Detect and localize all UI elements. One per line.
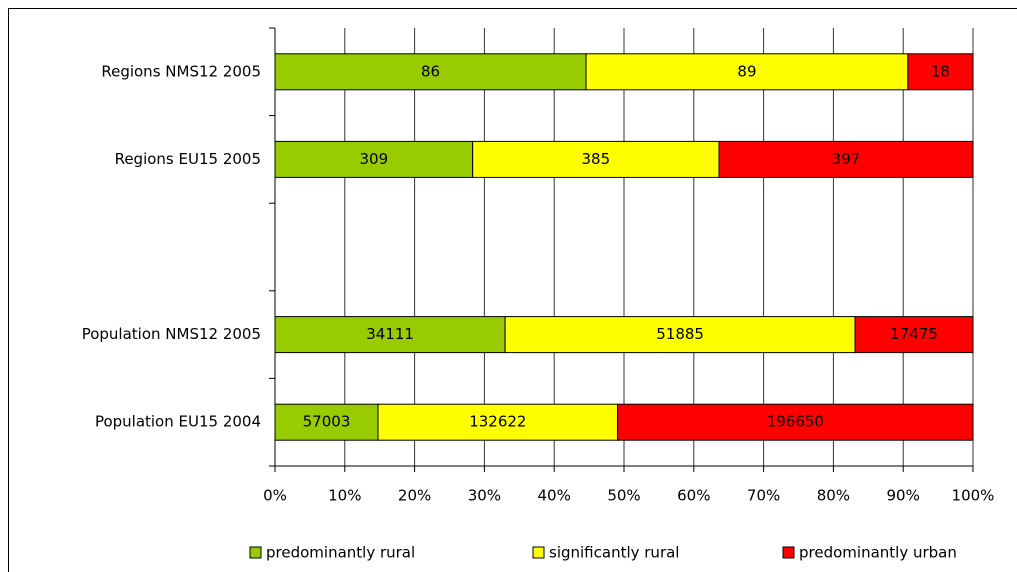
y-tick-label: Regions EU15 2005 bbox=[115, 150, 261, 168]
bar-segment bbox=[504, 316, 856, 354]
legend-swatch bbox=[249, 546, 262, 559]
x-tick-label: 90% bbox=[887, 487, 920, 505]
bar-segment bbox=[718, 140, 974, 178]
bar-segment bbox=[472, 140, 720, 178]
x-tick-label: 30% bbox=[468, 487, 501, 505]
x-tick-label: 100% bbox=[952, 487, 995, 505]
data-label: 309 bbox=[360, 150, 389, 168]
data-label: 18 bbox=[931, 62, 950, 80]
x-tick-label: 20% bbox=[398, 487, 431, 505]
data-label: 86 bbox=[421, 62, 440, 80]
data-label: 89 bbox=[737, 62, 756, 80]
legend-swatch bbox=[782, 546, 795, 559]
bar-segment bbox=[585, 53, 909, 91]
data-label: 34111 bbox=[366, 325, 414, 343]
x-tick-label: 70% bbox=[747, 487, 780, 505]
x-tick-label: 80% bbox=[817, 487, 850, 505]
bar-segment bbox=[274, 403, 379, 441]
y-tick-label: Population NMS12 2005 bbox=[82, 325, 261, 343]
data-label: 57003 bbox=[303, 413, 351, 431]
x-tick-label: 60% bbox=[677, 487, 710, 505]
x-tick-label: 10% bbox=[328, 487, 361, 505]
data-label: 17475 bbox=[890, 325, 938, 343]
data-label: 132622 bbox=[469, 413, 526, 431]
bar-segment bbox=[907, 53, 974, 91]
bar-segment bbox=[377, 403, 619, 441]
legend-swatch bbox=[532, 546, 545, 559]
data-label: 385 bbox=[582, 150, 611, 168]
y-tick-label: Regions NMS12 2005 bbox=[101, 62, 261, 80]
data-label: 397 bbox=[832, 150, 861, 168]
y-tick-label: Population EU15 2004 bbox=[95, 413, 261, 431]
legend-label: predominantly urban bbox=[799, 544, 957, 562]
bar-segment bbox=[617, 403, 974, 441]
bar-segment bbox=[274, 316, 506, 354]
legend-label: significantly rural bbox=[549, 544, 679, 562]
legend-label: predominantly rural bbox=[266, 544, 415, 562]
data-label: 51885 bbox=[656, 325, 704, 343]
bar-segment bbox=[854, 316, 974, 354]
chart-border bbox=[8, 8, 1017, 572]
data-label: 196650 bbox=[767, 413, 824, 431]
bar-segment bbox=[274, 140, 474, 178]
x-tick-label: 50% bbox=[607, 487, 640, 505]
bar-segment bbox=[274, 53, 587, 91]
x-tick-label: 0% bbox=[263, 487, 287, 505]
x-tick-label: 40% bbox=[538, 487, 571, 505]
